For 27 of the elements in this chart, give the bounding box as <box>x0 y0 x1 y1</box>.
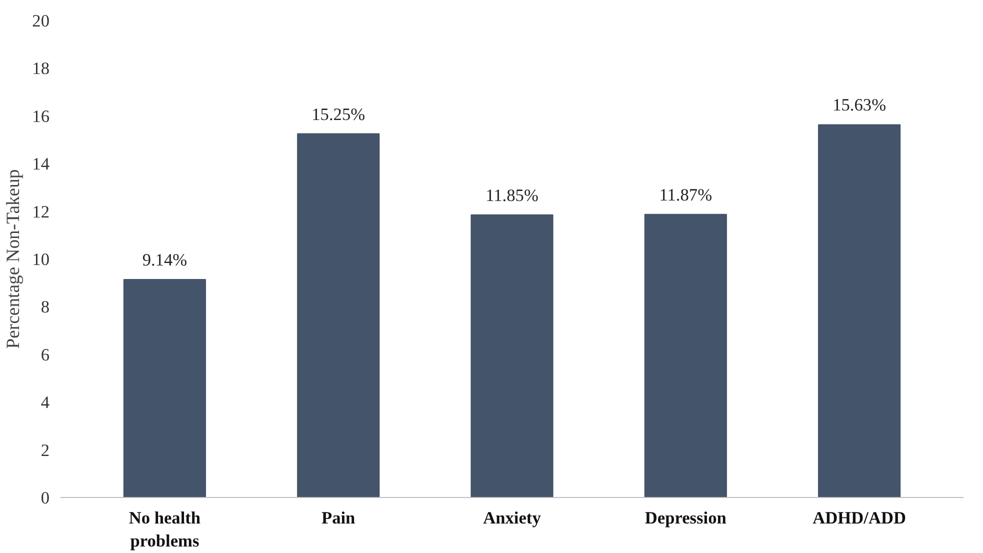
y-tick-label: 16 <box>32 106 50 126</box>
x-tick-label: Depression <box>644 508 727 528</box>
y-tick-label: 4 <box>40 393 50 412</box>
data-label: 11.87% <box>659 185 712 204</box>
x-tick-label: ADHD/ADD <box>812 508 906 528</box>
y-tick-label: 2 <box>40 440 50 460</box>
y-tick-label: 18 <box>32 59 50 78</box>
data-label: 9.14% <box>142 250 188 270</box>
bar <box>297 133 380 498</box>
data-label: 15.63% <box>832 96 886 115</box>
data-label: 11.85% <box>486 186 538 205</box>
y-tick-label: 20 <box>32 12 50 30</box>
bar <box>123 279 206 498</box>
bar <box>644 214 727 498</box>
x-tick-label: No health problems <box>128 508 201 550</box>
y-tick-label: 12 <box>32 202 50 222</box>
x-tick-label: Pain <box>321 508 356 528</box>
y-tick-label: 10 <box>32 250 50 269</box>
bar <box>470 214 554 498</box>
y-axis-title: Percentage Non-Takeup <box>3 169 24 349</box>
bar <box>818 124 901 498</box>
y-tick-label: 8 <box>40 298 50 317</box>
y-tick-label: 0 <box>40 488 50 508</box>
data-label: 15.25% <box>312 104 366 124</box>
y-tick-label: 14 <box>32 154 50 174</box>
y-tick-label: 6 <box>40 345 50 364</box>
x-tick-label: Anxiety <box>483 508 542 528</box>
